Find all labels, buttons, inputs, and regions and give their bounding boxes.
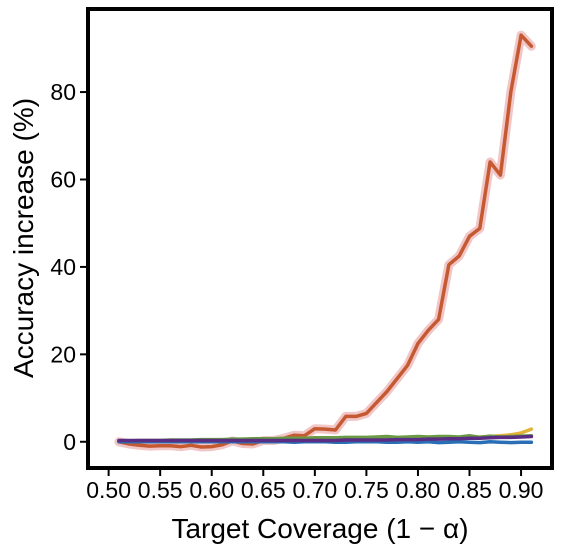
- y-tick-label: 0: [63, 429, 76, 455]
- y-axis-ticks: 0 20 40 60 80: [50, 79, 86, 455]
- x-axis-label: Target Coverage (1 − α): [171, 513, 468, 544]
- y-tick-label: 60: [50, 166, 76, 192]
- series-line-5: [117, 434, 534, 443]
- confidence-band: [114, 30, 536, 452]
- x-tick-label: 0.60: [189, 477, 234, 503]
- x-tick-label: 0.50: [86, 477, 131, 503]
- y-tick-label: 20: [50, 341, 76, 367]
- y-tick-label: 80: [50, 79, 76, 105]
- x-axis-ticks: 0.50 0.55 0.60 0.65 0.70 0.75 0.80 0.85 0.90: [86, 470, 543, 503]
- x-tick-label: 0.65: [241, 477, 286, 503]
- x-tick-label: 0.70: [292, 477, 337, 503]
- series-line-1: [117, 33, 534, 449]
- confidence-bands: [114, 30, 536, 452]
- x-tick-label: 0.75: [344, 477, 389, 503]
- series-lines: [117, 33, 534, 449]
- x-tick-label: 0.90: [499, 477, 544, 503]
- plot-frame: [86, 7, 554, 470]
- y-axis-label: Accuracy increase (%): [8, 98, 39, 378]
- x-tick-label: 0.80: [396, 477, 441, 503]
- x-tick-label: 0.55: [138, 477, 183, 503]
- y-tick-label: 40: [50, 254, 76, 280]
- x-tick-label: 0.85: [447, 477, 492, 503]
